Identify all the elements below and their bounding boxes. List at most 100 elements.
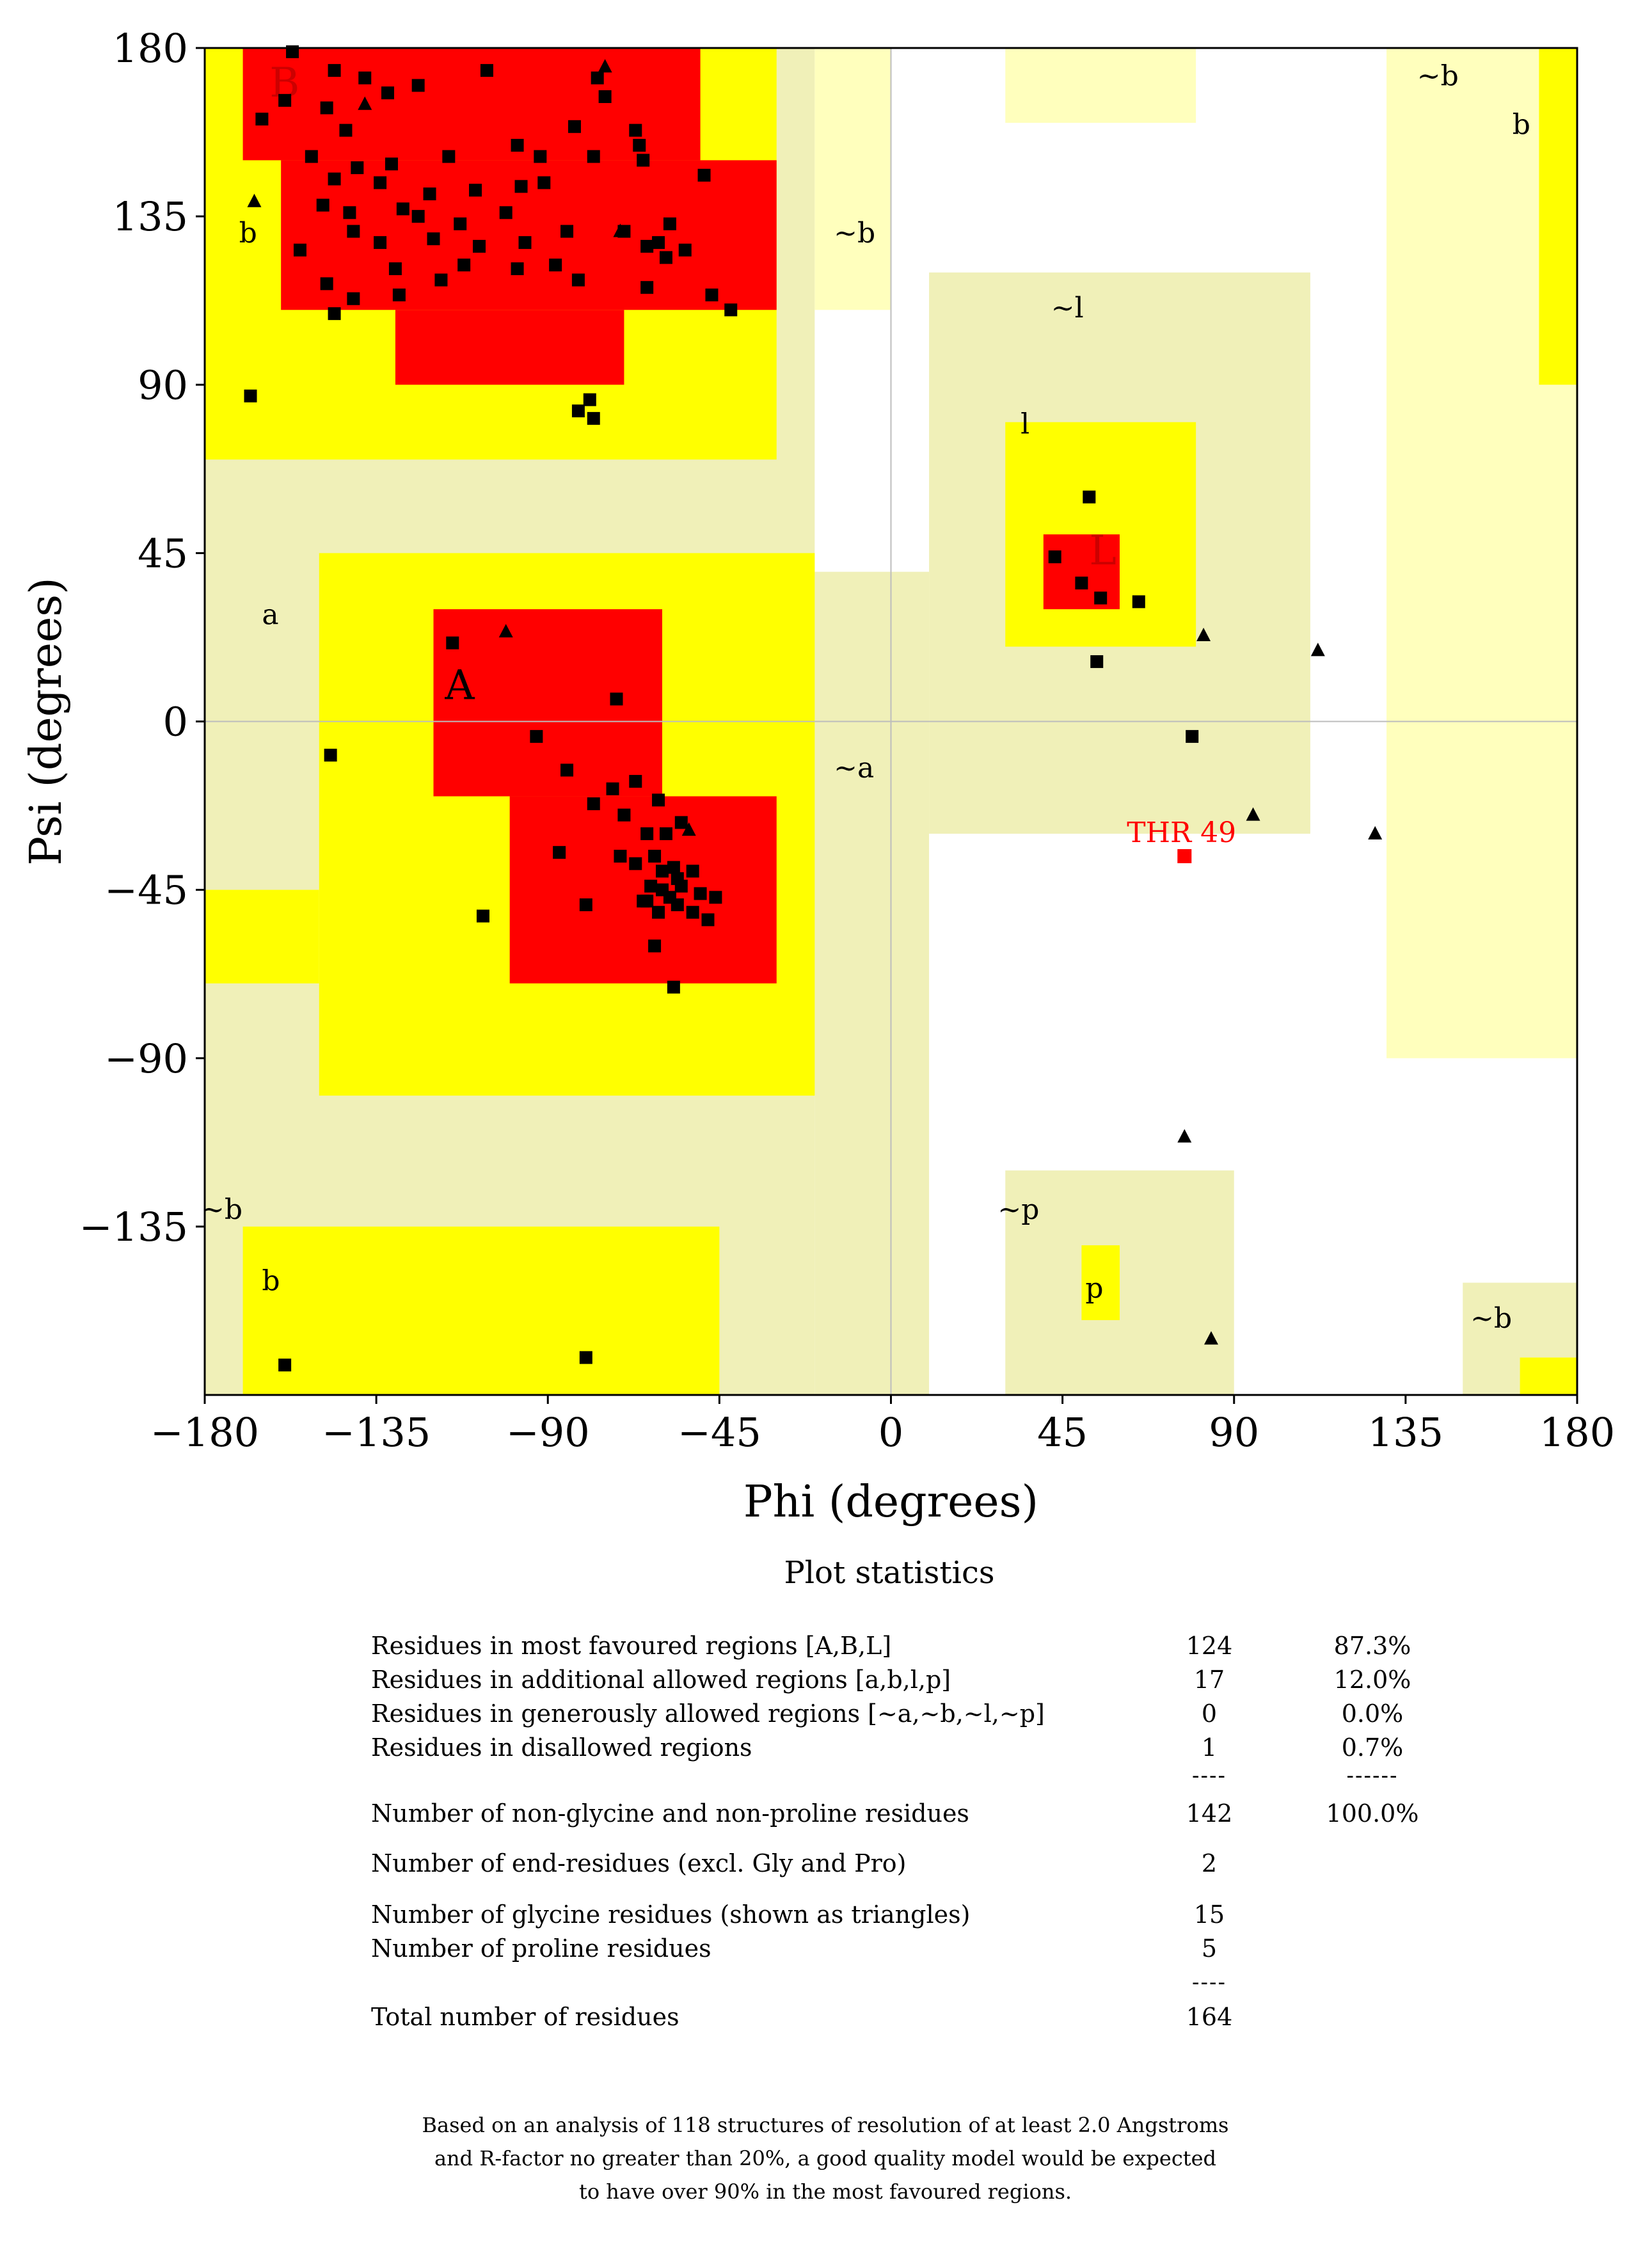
residue-point [427,232,440,246]
region-additional-allowed [1520,1357,1577,1395]
region-label: ~b [201,1193,242,1226]
residue-point [537,176,551,189]
stat-row: Residues in additional allowed regions [… [371,1666,1459,1704]
region-label: ~l [1051,292,1084,324]
residue-point [705,288,719,301]
stat-percent: 12.0% [1333,1666,1411,1694]
residue-point [678,243,692,257]
zero-gridlines [205,48,1577,1395]
residue-point [423,187,436,201]
residue-point [667,980,680,994]
region-label: b [1513,108,1530,141]
residue-point [454,217,467,230]
glycine-point [247,193,262,207]
stat-percent: 87.3% [1333,1632,1411,1660]
region-generously-allowed-alt [1005,48,1196,123]
glycine-point [613,223,628,237]
residue-point [324,749,337,762]
residue-point [667,861,680,874]
stat-label: Number of end-residues (excl. Gly and Pr… [371,1849,907,1877]
residue-point [629,857,642,870]
residue-point [469,184,482,197]
glycine-point [1246,807,1260,821]
residue-point [571,404,585,418]
residue-point [652,236,665,250]
residue-point [305,150,318,163]
stat-count: 124 [1186,1632,1233,1660]
residue-point [652,905,665,919]
region-label: b [239,217,257,250]
residue-point [629,775,642,788]
residue-point [724,303,738,317]
residue-point [1186,729,1199,743]
outlier-label: THR 49 [1127,816,1236,849]
residue-point [674,816,688,829]
residue-point [316,198,330,212]
residue-point [530,729,543,743]
stat-count: 142 [1186,1799,1233,1828]
residue-point [686,864,699,878]
residue-point [476,909,489,923]
stat-count: 1 [1201,1733,1218,1762]
residue-point [674,879,688,893]
residue-point [1083,490,1096,504]
residue-point [568,120,581,133]
region-additional-allowed [242,1226,720,1395]
glycine-point [1196,628,1211,642]
residue-point [278,93,292,107]
residue-point [320,277,333,291]
residue-point [320,101,333,115]
residue-point [553,846,566,859]
glycine-point [498,624,513,638]
separator: ---- [1192,1763,1227,1788]
residue-point [343,206,356,219]
residue-point [637,895,650,908]
residue-point [511,139,524,152]
residue-point [659,251,672,264]
residue-point [571,273,585,287]
residue-point [473,239,486,253]
region-most-favoured [395,310,624,385]
y-tick-label: 0 [163,699,188,745]
residue-point [388,262,402,275]
stat-row: Total number of residues 164 [371,2003,1459,2041]
stat-label: Residues in most favoured regions [A,B,L… [371,1632,892,1660]
stat-row: Number of glycine residues (shown as tri… [371,1900,1459,1939]
residue-point [328,172,341,186]
stat-percent: 100.0% [1326,1799,1419,1828]
residue-point [591,71,604,84]
residue-point [293,243,306,257]
region-label: ~b [834,217,875,250]
residue-point [694,887,707,900]
residue-point [358,71,372,84]
residue-point [640,827,654,840]
region-label: p [1085,1272,1103,1305]
x-tick-label: −180 [150,1409,259,1456]
region-additional-allowed [205,889,319,984]
statistics-title: Plot statistics [784,1555,995,1591]
stat-row: Residues in most favoured regions [A,B,L… [371,1632,1459,1670]
y-tick-label: −45 [104,867,188,914]
residue-point [633,139,646,152]
stat-percent: 0.0% [1341,1700,1404,1728]
region-label: ~a [834,752,874,785]
region-label: L [1089,527,1116,575]
separator: ---- [1192,1970,1227,1995]
stat-row: Residues in generously allowed regions [… [371,1700,1459,1738]
residue-point [457,259,471,272]
x-tick-label: −135 [322,1409,431,1456]
residue-point [587,797,600,811]
residue-point [549,259,562,272]
x-tick-label: 180 [1539,1409,1615,1456]
glycine-point [1368,825,1383,840]
residue-point [1090,655,1104,668]
glycine-point [1204,1331,1218,1345]
residue-point [411,210,425,223]
residue-point [640,281,654,294]
separator: ------ [1346,1763,1399,1788]
residue-point [396,202,409,216]
residue-point [579,898,592,912]
x-tick-label: 135 [1368,1409,1443,1456]
